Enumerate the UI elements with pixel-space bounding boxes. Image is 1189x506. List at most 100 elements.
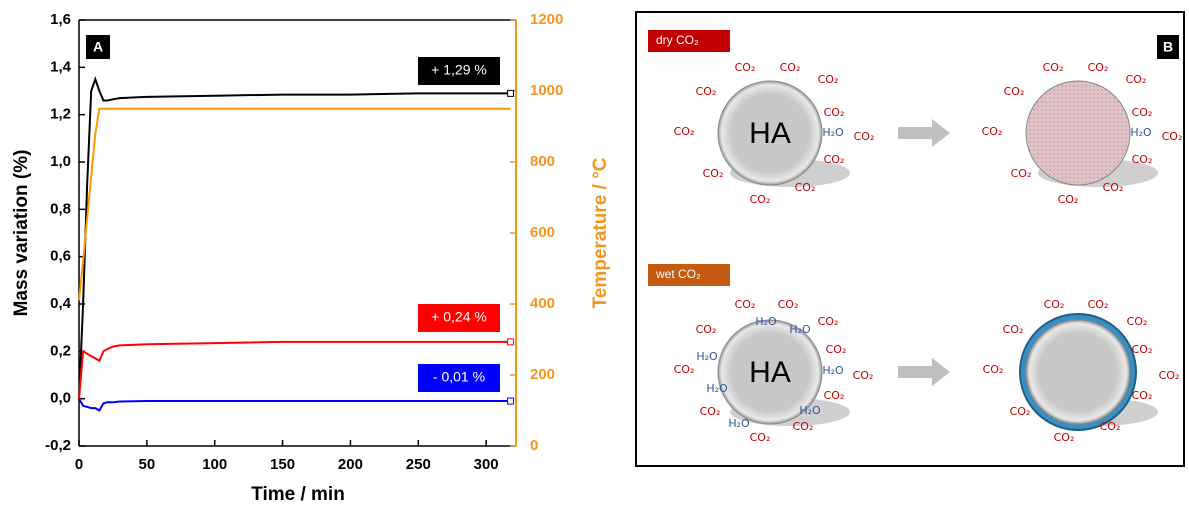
- y-tick-label: 1,4: [50, 58, 72, 75]
- molecule-label: CO₂: [795, 181, 816, 194]
- molecule-label: CO₂: [1043, 61, 1064, 74]
- molecule-label: CO₂: [1054, 431, 1075, 444]
- molecule-label: H₂O: [728, 417, 750, 430]
- molecule-label: CO₂: [1011, 167, 1032, 180]
- y2-tick-label: 1200: [530, 11, 563, 28]
- molecule-label: H₂O: [1130, 126, 1152, 139]
- molecule-label: CO₂: [703, 167, 724, 180]
- molecule-label: CO₂: [982, 125, 1003, 138]
- y2-tick-label: 1000: [530, 82, 563, 99]
- condition-tag: dry CO₂: [656, 33, 699, 47]
- x-tick-label: 0: [75, 456, 83, 473]
- y-tick-label: -0,2: [45, 437, 71, 454]
- molecule-label: CO₂: [1127, 315, 1148, 328]
- molecule-label: CO₂: [818, 315, 839, 328]
- molecule-label: CO₂: [983, 363, 1004, 376]
- molecule-label: CO₂: [750, 193, 771, 206]
- y-tick-label: 0,2: [50, 342, 71, 359]
- molecule-label: CO₂: [826, 343, 847, 356]
- annotation: - 0,01 %: [433, 369, 485, 385]
- molecule-label: CO₂: [735, 298, 756, 311]
- particle: [717, 319, 823, 425]
- particle-label: HA: [749, 117, 791, 150]
- molecule-label: CO₂: [824, 106, 845, 119]
- annotation: + 0,24 %: [431, 309, 487, 325]
- molecule-label: CO₂: [1132, 153, 1153, 166]
- x-tick-label: 200: [338, 456, 363, 473]
- x-tick-label: 100: [202, 456, 227, 473]
- annotation: + 1,29 %: [431, 62, 487, 78]
- panel-label-box: [86, 35, 110, 59]
- end-marker: [507, 397, 515, 405]
- series-line: [78, 340, 511, 399]
- series-line: [78, 398, 511, 412]
- y2-tick-label: 600: [530, 224, 555, 241]
- y-tick-label: 0,6: [50, 248, 71, 265]
- molecule-label: CO₂: [696, 85, 717, 98]
- molecule-label: CO₂: [1103, 181, 1124, 194]
- molecule-label: CO₂: [780, 61, 801, 74]
- series-line: [78, 107, 511, 301]
- molecule-label: CO₂: [1058, 193, 1079, 206]
- molecule-label: H₂O: [755, 315, 777, 328]
- arrows: [898, 119, 950, 386]
- molecule-label: CO₂: [824, 389, 845, 402]
- particle: [717, 80, 823, 186]
- molecule-label: CO₂: [778, 298, 799, 311]
- annotation-box: [418, 304, 500, 332]
- y2-tick-label: 400: [530, 295, 555, 312]
- molecule-label: CO₂: [1044, 298, 1065, 311]
- molecule-label: H₂O: [799, 404, 821, 417]
- x-tick-label: 50: [139, 456, 156, 473]
- x-tick-label: 300: [474, 456, 499, 473]
- panel-b-frame: [635, 11, 1185, 467]
- y-tick-label: 0,0: [50, 390, 71, 407]
- molecule-label: CO₂: [1004, 85, 1025, 98]
- condition-tag-box: [648, 30, 730, 52]
- molecule-label: CO₂: [750, 431, 771, 444]
- y2-tick-label: 200: [530, 366, 555, 383]
- molecule-label: CO₂: [1132, 343, 1153, 356]
- particle-label: HA: [749, 356, 791, 389]
- x-tick-label: 250: [406, 456, 431, 473]
- molecule-label: CO₂: [1003, 323, 1024, 336]
- y-tick-label: 1,0: [50, 153, 71, 170]
- molecule-label: CO₂: [854, 130, 875, 143]
- molecule-label: CO₂: [793, 420, 814, 433]
- particle: [1025, 80, 1131, 186]
- molecule-label: CO₂: [696, 323, 717, 336]
- molecule-label: CO₂: [1159, 369, 1180, 382]
- y2-axis-title: Temperature / °C: [590, 157, 611, 308]
- panel-label-box: [1157, 35, 1179, 59]
- molecule-label: CO₂: [824, 153, 845, 166]
- panel-label: A: [93, 39, 103, 55]
- molecule-label: CO₂: [1088, 61, 1109, 74]
- molecule-label: H₂O: [789, 323, 811, 336]
- molecule-label: CO₂: [735, 61, 756, 74]
- molecule-label: H₂O: [822, 364, 844, 377]
- x-tick-label: 150: [270, 456, 295, 473]
- particle: [1025, 319, 1131, 425]
- y2-tick-label: 800: [530, 153, 555, 170]
- y-axis-title: Mass variation (%): [11, 150, 32, 317]
- molecule-label: CO₂: [1132, 106, 1153, 119]
- molecule-label: CO₂: [1100, 420, 1121, 433]
- annotation-box: [418, 57, 500, 85]
- molecule-label: H₂O: [822, 126, 844, 139]
- molecule-label: H₂O: [696, 350, 718, 363]
- end-marker: [507, 89, 515, 97]
- molecule-label: CO₂: [1088, 298, 1109, 311]
- y-tick-label: 1,2: [50, 106, 71, 123]
- molecule-label: CO₂: [1126, 73, 1147, 86]
- x-axis-title: Time / min: [251, 484, 345, 505]
- molecule-label: CO₂: [674, 125, 695, 138]
- molecule-label: CO₂: [1162, 130, 1183, 143]
- panel-label: B: [1163, 39, 1173, 55]
- series-line: [78, 76, 511, 399]
- molecule-label: H₂O: [706, 382, 728, 395]
- annotation-box: [418, 364, 500, 392]
- molecule-label: CO₂: [853, 369, 874, 382]
- end-marker: [507, 338, 515, 346]
- y-tick-label: 1,6: [50, 11, 71, 28]
